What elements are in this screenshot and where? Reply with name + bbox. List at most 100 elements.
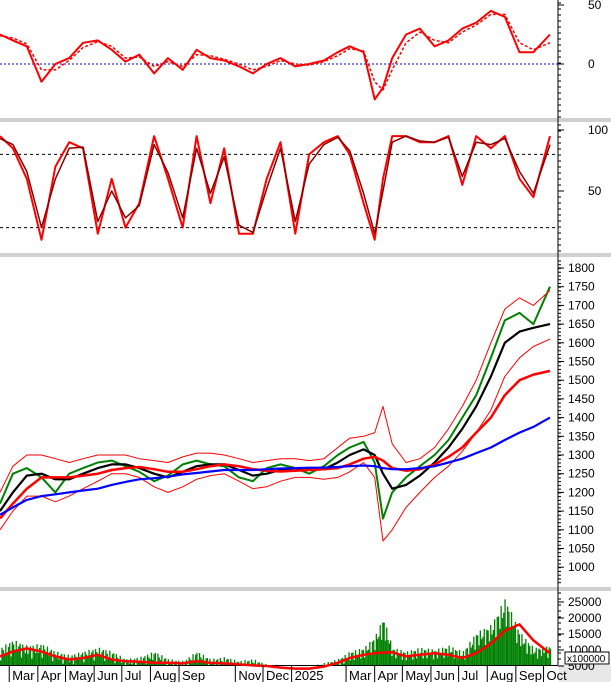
volume-bar	[261, 662, 263, 665]
volume-bar	[52, 661, 54, 665]
volume-bar	[39, 647, 41, 665]
volume-bar	[497, 616, 500, 665]
volume-bar	[512, 627, 514, 665]
volume-bar	[349, 660, 351, 665]
volume-bar	[24, 653, 26, 665]
volume-bar	[395, 658, 397, 665]
volume-bar	[429, 654, 431, 665]
volume-bar	[426, 658, 428, 665]
volume-bar	[6, 652, 8, 665]
volume-bar	[549, 648, 552, 665]
volume-bar	[370, 652, 372, 665]
volume-bar	[518, 634, 520, 665]
volume-bar	[157, 653, 159, 665]
volume-bar	[539, 649, 541, 665]
volume-bar	[456, 651, 458, 665]
volume-bar	[408, 656, 410, 665]
volume-bar	[367, 649, 370, 665]
panel-separator	[0, 253, 611, 257]
x-tick-label: May	[69, 668, 94, 682]
volume-bar	[527, 643, 530, 665]
volume-bar	[449, 652, 452, 665]
series-line-volume_ma	[0, 623, 551, 670]
volume-bar	[62, 663, 64, 665]
volume-bar	[457, 658, 459, 665]
volume-bar	[85, 654, 88, 665]
volume-bar	[361, 650, 363, 665]
volume-bar	[400, 649, 402, 665]
volume-bar	[494, 619, 496, 665]
volume-bar	[230, 658, 232, 665]
volume-bar	[68, 661, 71, 665]
volume-bar	[536, 658, 539, 665]
volume-bar	[440, 653, 442, 665]
volume-bar	[16, 650, 19, 665]
corner-box	[559, 665, 611, 682]
volume-bar	[20, 657, 23, 665]
x-tick-label: Apr	[41, 668, 62, 682]
volume-bar	[114, 663, 116, 665]
volume-bar	[127, 661, 129, 665]
volume-bar	[27, 654, 29, 665]
volume-bar	[405, 660, 407, 665]
y-tick-label: 100	[588, 123, 608, 137]
volume-bar	[118, 660, 120, 665]
volume-bar	[422, 658, 424, 665]
x-tick-label: Aug	[153, 668, 176, 682]
volume-bar	[197, 661, 199, 665]
volume-bar	[55, 658, 58, 665]
x-tick-label: Dec	[266, 668, 290, 682]
volume-bar	[413, 651, 415, 665]
volume-bar	[443, 657, 445, 665]
volume-bar	[431, 649, 433, 665]
y-tick-label: 1750	[568, 280, 595, 294]
volume-bar	[58, 659, 60, 665]
volume-bar	[544, 651, 546, 665]
volume-bar	[7, 647, 10, 665]
volume-bar	[28, 649, 30, 665]
volume-bar	[110, 658, 112, 665]
volume-bar	[250, 659, 253, 665]
volume-bar	[469, 641, 471, 665]
volume-bar	[543, 653, 545, 665]
volume-bar	[501, 618, 504, 665]
volume-bar	[122, 659, 124, 665]
volume-bar	[396, 648, 398, 665]
volume-bar	[427, 648, 429, 665]
volume-bar	[254, 659, 257, 665]
volume-bar	[461, 655, 463, 665]
volume-bar	[499, 628, 501, 665]
volume-bar	[399, 654, 401, 665]
volume-bar	[488, 641, 491, 665]
volume-bar	[44, 649, 46, 665]
volume-bar	[434, 651, 436, 665]
volume-bar	[87, 657, 89, 665]
volume-bar	[50, 649, 52, 665]
volume-bar	[97, 654, 99, 665]
volume-bar	[414, 651, 416, 665]
volume-bar	[93, 660, 95, 665]
volume-bar	[3, 653, 6, 665]
volume-bar	[45, 653, 47, 665]
x-tick-label: Nov	[238, 668, 262, 682]
volume-bar	[128, 663, 130, 665]
volume-bar	[508, 611, 510, 665]
volume-bar	[439, 654, 441, 665]
volume-bar	[104, 660, 106, 665]
volume-bar	[345, 658, 348, 665]
volume-bar	[0, 660, 2, 665]
volume-bar	[79, 659, 81, 665]
volume-bar	[438, 648, 440, 665]
volume-bar	[148, 657, 150, 665]
y-tick-label: 15000	[568, 627, 602, 641]
series-line-bb_upper	[0, 290, 551, 493]
series-line-ma20	[0, 323, 551, 512]
volume-bar	[31, 658, 33, 665]
volume-bar	[417, 648, 419, 665]
volume-bar	[146, 654, 149, 665]
x-tick-label: Jul	[462, 668, 479, 682]
volume-bar	[479, 630, 481, 665]
volume-bar	[445, 648, 448, 665]
volume-bar	[131, 664, 133, 665]
